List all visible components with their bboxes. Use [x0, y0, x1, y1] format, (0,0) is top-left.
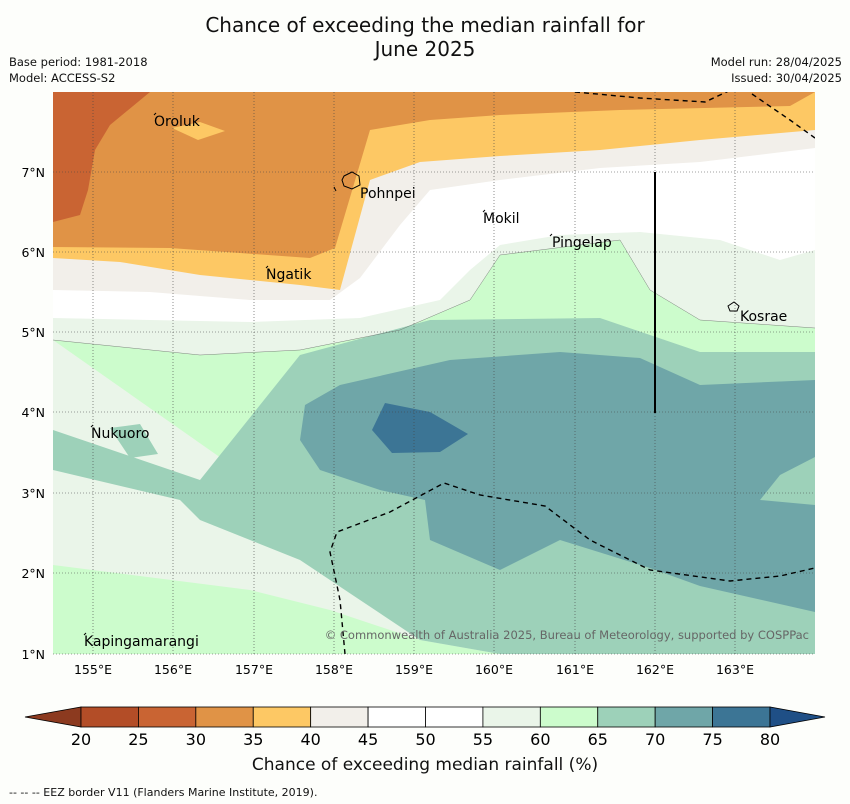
- place-labels: Oroluk Pohnpei Mokil Pingelap Ngatik Kosrae Nu…: [83, 112, 787, 650]
- meta-right: Model run: 28/04/2025 Issued: 30/04/2025: [711, 54, 842, 86]
- lon-tick-label: 159°E: [395, 662, 433, 677]
- colorbar-tick-label: 50: [415, 730, 435, 749]
- lat-tick-label: 1°N: [21, 647, 45, 662]
- colorbar-swatch: [482, 706, 541, 728]
- title-line-1: Chance of exceeding the median rainfall …: [205, 13, 645, 37]
- place-label-pingelap: Pingelap: [552, 235, 612, 251]
- place-label-nukuoro: Nukuoro: [91, 426, 149, 442]
- lon-tick-label: 161°E: [556, 662, 594, 677]
- colorbar-tick-label: 30: [186, 730, 206, 749]
- contour-75: [372, 403, 468, 453]
- latitude-ticks: 7°N 6°N 5°N 4°N 3°N 2°N 1°N: [21, 165, 45, 662]
- place-marker: [265, 265, 269, 269]
- colorbar-ticks: 20 25 30 35 40 45 50 55 60 65 70 75 80: [71, 730, 780, 749]
- model-run: Model run: 28/04/2025: [710, 55, 842, 69]
- place-marker: [90, 424, 94, 428]
- colorbar-tick-label: 20: [71, 730, 91, 749]
- colorbar-label: Chance of exceeding median rainfall (%): [251, 755, 599, 775]
- colorbar-over-arrow: [769, 706, 826, 728]
- colorbar-tick-label: 25: [128, 730, 148, 749]
- lon-tick-label: 162°E: [636, 662, 674, 677]
- kosrae-outline: [727, 301, 740, 312]
- contour-30: [53, 92, 150, 222]
- place-marker: [83, 632, 87, 636]
- longitude-ticks: 155°E 156°E 157°E 158°E 159°E 160°E 161°E 162°E…: [74, 662, 754, 677]
- contour-65-island: [110, 424, 158, 458]
- lat-tick-label: 6°N: [21, 245, 45, 260]
- colorbar-swatch: [310, 706, 369, 728]
- colorbar-tick-label: 40: [300, 730, 320, 749]
- lon-tick-label: 157°E: [235, 662, 273, 677]
- colorbar-swatch: [539, 706, 599, 728]
- colorbar-swatch: [654, 706, 713, 728]
- lon-tick-label: 160°E: [475, 662, 513, 677]
- lon-tick-label: 158°E: [315, 662, 353, 677]
- colorbar-swatch: [138, 706, 197, 728]
- lat-tick-label: 3°N: [21, 486, 45, 501]
- contour-line-thin: [53, 239, 815, 356]
- copyright-credit: © Commonwealth of Australia 2025, Bureau…: [324, 628, 809, 642]
- lon-tick-label: 163°E: [716, 662, 754, 677]
- base-period: Base period: 1981-2018: [9, 55, 148, 69]
- lat-tick-label: 4°N: [21, 405, 45, 420]
- lon-tick-label: 156°E: [154, 662, 192, 677]
- place-marker: [153, 112, 157, 116]
- colorbar-tick-label: 80: [760, 730, 780, 749]
- contour-35: [53, 92, 815, 258]
- eez-footnote: -- -- -- EEZ border V11 (Flanders Marine…: [9, 786, 318, 799]
- place-label-ngatik: Ngatik: [266, 267, 312, 283]
- colorbar-tick-label: 65: [588, 730, 608, 749]
- map-title: Chance of exceeding the median rainfall …: [0, 13, 850, 61]
- colorbar-tick-label: 35: [243, 730, 263, 749]
- place-label-kosrae: Kosrae: [740, 309, 787, 325]
- lat-tick-label: 5°N: [21, 325, 45, 340]
- model-name: Model: ACCESS-S2: [9, 71, 116, 85]
- graticule: [53, 92, 815, 655]
- place-label-pohnpei: Pohnpei: [360, 186, 416, 202]
- place-marker: [482, 209, 486, 213]
- colorbar-under-arrow: [24, 706, 82, 728]
- colorbar-tick-label: 70: [645, 730, 665, 749]
- place-label-oroluk: Oroluk: [154, 114, 201, 130]
- colorbar-swatch: [367, 706, 426, 728]
- colorbar-swatch: [80, 706, 139, 728]
- place-marker: [549, 233, 553, 237]
- lat-tick-label: 2°N: [21, 566, 45, 581]
- colorbar-tick-label: 45: [358, 730, 378, 749]
- colorbar-swatch: [425, 706, 484, 728]
- colorbar-swatch: [597, 706, 656, 728]
- title-line-2: June 2025: [374, 37, 476, 61]
- eez-border: [329, 92, 815, 654]
- meta-left: Base period: 1981-2018 Model: ACCESS-S2: [9, 54, 148, 86]
- colorbar-swatch: [712, 706, 771, 728]
- colorbar: [24, 706, 826, 728]
- colorbar-tick-label: 60: [530, 730, 550, 749]
- colorbar-swatch: [195, 706, 254, 728]
- contour-35-patch: [172, 122, 225, 140]
- place-label-kapingamarangi: Kapingamarangi: [84, 634, 199, 650]
- lon-tick-label: 155°E: [74, 662, 112, 677]
- lat-tick-label: 7°N: [21, 165, 45, 180]
- pohnpei-outline: [341, 171, 361, 190]
- place-label-mokil: Mokil: [483, 211, 520, 227]
- colorbar-tick-label: 75: [702, 730, 722, 749]
- colorbar-swatch: [252, 706, 312, 728]
- islands: [333, 171, 740, 312]
- map-area: [53, 92, 815, 654]
- colorbar-tick-label: 55: [473, 730, 493, 749]
- issued-date: Issued: 30/04/2025: [731, 71, 842, 85]
